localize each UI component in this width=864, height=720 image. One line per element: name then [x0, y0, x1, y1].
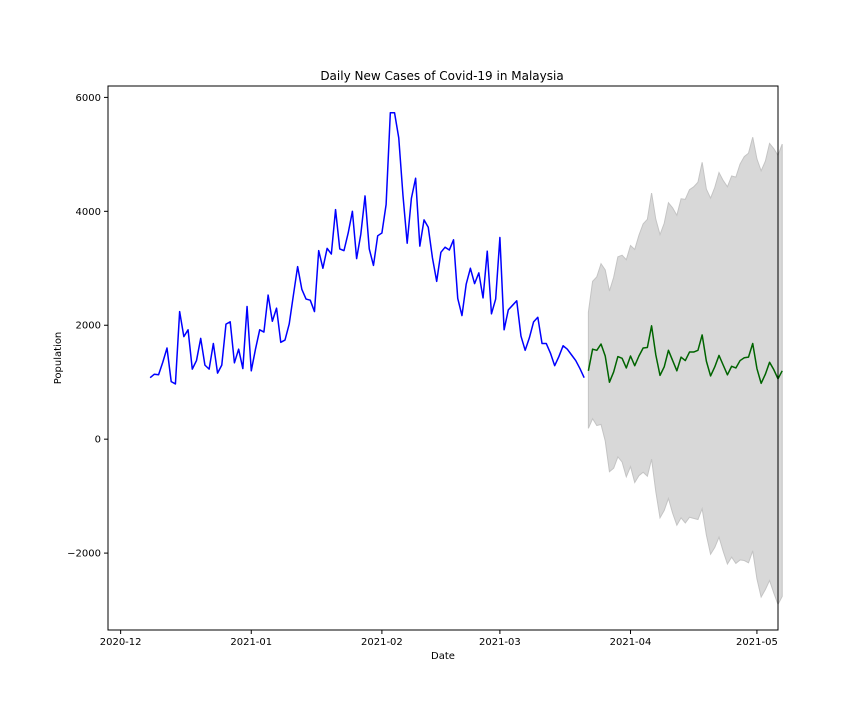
plot-frame — [107, 85, 779, 631]
x-tick-label: 2021-03 — [479, 637, 521, 648]
x-tick-label: 2021-01 — [230, 637, 272, 648]
x-tick-label: 2021-02 — [361, 637, 403, 648]
series-lines — [149, 112, 783, 385]
forecast-line — [587, 325, 783, 385]
x-axis-ticks: 2020-12 2021-01 2021-02 2021-03 2021-04 2021-… — [100, 630, 778, 648]
x-tick-label: 2020-12 — [100, 637, 142, 648]
prediction-interval — [587, 137, 783, 606]
x-axis-label: Date — [431, 651, 455, 662]
y-tick-label: −2000 — [67, 549, 101, 560]
chart-title: Daily New Cases of Covid-19 in Malaysia — [320, 69, 563, 83]
x-tick-label: 2021-04 — [610, 637, 652, 648]
y-tick-label: 6000 — [76, 93, 101, 104]
y-axis-label: Population — [53, 332, 64, 385]
x-tick-label: 2021-05 — [736, 637, 778, 648]
interval-band — [587, 137, 783, 606]
y-tick-label: 4000 — [76, 207, 101, 218]
y-tick-label: 0 — [95, 435, 101, 446]
y-tick-label: 2000 — [76, 321, 101, 332]
y-axis-ticks: −2000 0 2000 4000 6000 — [67, 93, 108, 560]
actual-cases-line — [149, 112, 585, 385]
